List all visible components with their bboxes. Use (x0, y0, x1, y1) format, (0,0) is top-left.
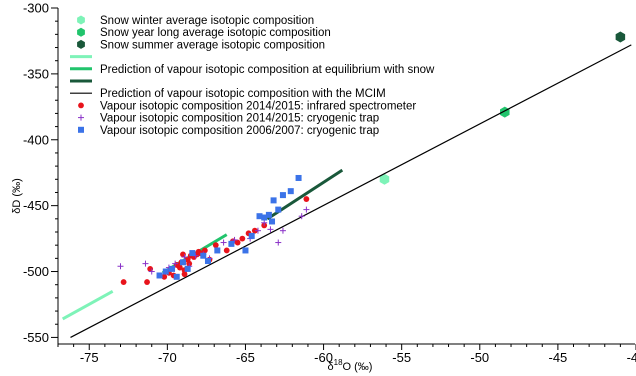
data-point-square (156, 272, 163, 279)
data-point-plus (254, 227, 261, 234)
legend-label: Prediction of vapour isotopic compositio… (100, 64, 435, 76)
legend-entry: Prediction of vapour isotopic compositio… (70, 64, 435, 76)
x-axis-label-base: δ (328, 361, 334, 373)
data-point-square (261, 214, 268, 221)
data-point-plus (181, 254, 188, 261)
data-point-square (184, 265, 191, 272)
data-point-plus (172, 260, 179, 267)
data-point-square (179, 259, 186, 266)
legend-swatch (77, 27, 85, 37)
data-point-plus (261, 219, 268, 226)
data-point-plus (231, 236, 238, 243)
data-point-square (275, 206, 282, 213)
x-tick-label: -40 (627, 350, 636, 365)
y-tick-label: -400 (23, 132, 49, 147)
data-point-plus (267, 226, 274, 233)
data-point-square (204, 257, 211, 264)
data-point-circle (239, 235, 246, 242)
legend-label: Snow summer average isotopic composition (100, 39, 325, 51)
data-point-plus (117, 263, 124, 270)
data-point-plus (279, 227, 286, 234)
legend-swatch (78, 126, 84, 133)
data-point-square (295, 174, 302, 181)
legend-swatch (77, 39, 85, 49)
legend-label: Snow year long average isotopic composit… (100, 27, 331, 39)
data-point-square (248, 232, 255, 239)
data-point-square (256, 213, 263, 220)
legend-entry: Snow year long average isotopic composit… (77, 27, 331, 39)
series-line-6 (70, 44, 632, 338)
data-point-square (242, 247, 249, 254)
y-tick-label: -350 (23, 66, 49, 81)
data-point-square (173, 273, 180, 280)
data-point-circle (181, 271, 188, 278)
x-tick-label: -55 (392, 350, 411, 365)
data-point-circle (212, 242, 219, 249)
data-point-circle (161, 273, 168, 280)
data-point-plus (148, 268, 155, 275)
data-point-square (287, 188, 294, 195)
data-point-circle (176, 264, 183, 271)
data-point-square (189, 250, 196, 257)
data-point-circle (303, 196, 310, 202)
x-axis-label-sup: 18 (334, 358, 343, 367)
legend-entry: Vapour isotopic composition 2014/2015: c… (78, 113, 379, 125)
y-axis-label: δD (‰) (11, 178, 23, 213)
legend-entry: Snow winter average isotopic composition (77, 15, 314, 27)
legend-swatch (78, 102, 84, 109)
data-point-plus (303, 206, 310, 213)
data-point-square (269, 218, 276, 225)
data-point-plus (275, 239, 282, 246)
y-tick-label: -450 (23, 198, 49, 213)
legend-entry: Snow summer average isotopic composition (77, 39, 325, 51)
data-point-square (214, 247, 221, 254)
legend-swatch (78, 114, 84, 121)
ticks: -75 -70 -65 -60 -55 -50 -45 -40 -550 -500 -450 -400… (23, 1, 636, 365)
data-point-plus (142, 260, 149, 267)
data-point-circle (234, 239, 241, 246)
x-tick-label: -70 (158, 350, 177, 365)
data-point-circle (251, 227, 258, 234)
data-point-circle (144, 279, 150, 285)
y-tick-label: -300 (23, 1, 49, 16)
legend-label: Snow winter average isotopic composition (100, 15, 314, 27)
x-tick-label: -75 (80, 350, 99, 365)
plot-frame (57, 8, 635, 345)
legend-label: Vapour isotopic composition 2014/2015: i… (100, 100, 416, 112)
legend-label: Vapour isotopic composition 2014/2015: c… (100, 113, 379, 125)
series-line-3 (61, 289, 114, 321)
data-point-circle (223, 247, 230, 254)
x-tick-label: -50 (470, 350, 489, 365)
data-point-hexagon (379, 173, 390, 185)
data-point-square (162, 268, 169, 275)
data-point-square (228, 240, 235, 247)
data-point-hexagon (615, 31, 626, 43)
data-point-circle (120, 279, 127, 285)
x-axis-label-rest: O (‰) (343, 361, 373, 373)
x-tick-label: -60 (314, 350, 333, 365)
legend-entry: Vapour isotopic composition 2006/2007: c… (78, 125, 379, 137)
x-tick-label: -65 (236, 350, 255, 365)
legend-swatch (77, 15, 85, 25)
legend-label: Vapour isotopic composition 2006/2007: c… (100, 125, 379, 137)
data-point-square (270, 197, 277, 204)
y-tick-label: -500 (23, 264, 49, 279)
legend-label: Prediction of vapour isotopic compositio… (100, 88, 386, 100)
plot-series (61, 31, 632, 338)
data-point-square (200, 252, 207, 259)
x-axis-label: δ18O (‰) (328, 358, 373, 373)
x-tick-label: -45 (548, 350, 567, 365)
legend-entry: Vapour isotopic composition 2014/2015: i… (78, 100, 416, 112)
y-tick-label: -550 (23, 330, 49, 345)
data-point-square (279, 192, 286, 199)
data-point-plus (298, 213, 305, 220)
data-point-plus (220, 239, 227, 246)
legend-entry: Prediction of vapour isotopic compositio… (70, 88, 386, 100)
data-point-square (169, 265, 176, 272)
legend: Snow winter average isotopic composition… (70, 15, 435, 137)
data-point-square (265, 211, 272, 218)
